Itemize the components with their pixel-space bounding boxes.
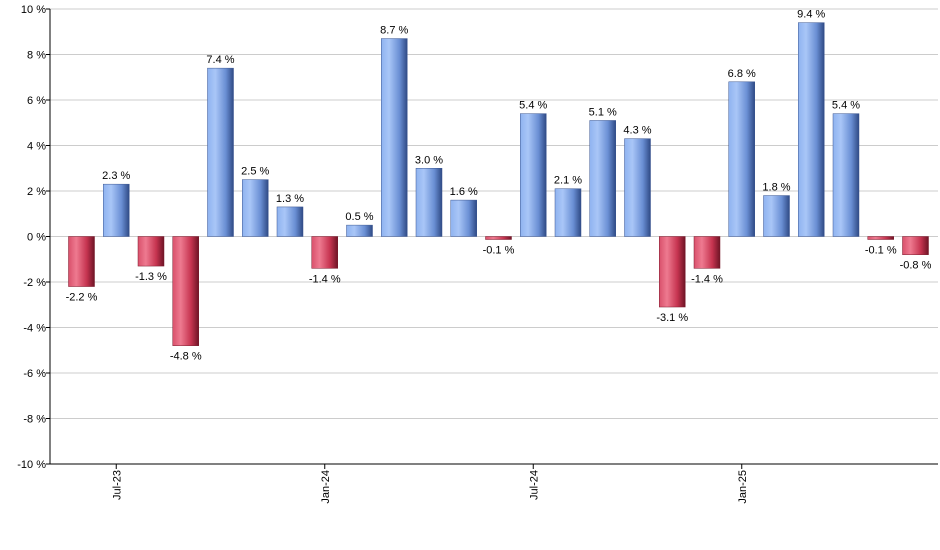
y-tick-label: -4 % — [23, 323, 46, 335]
bar — [659, 236, 686, 308]
x-axis-tick-labels: Jul-23 Jan-24 Jul-24 Jan-25 — [111, 464, 749, 504]
data-label: 1.8 % — [762, 182, 790, 194]
data-label: 2.1 % — [554, 175, 582, 187]
data-label: 2.5 % — [241, 166, 269, 178]
y-tick-label: 6 % — [27, 95, 46, 107]
y-tick-label: 4 % — [27, 141, 46, 153]
bar — [728, 81, 755, 237]
bar — [276, 206, 304, 237]
bar — [311, 236, 338, 269]
bar — [381, 38, 408, 237]
data-label: 6.8 % — [728, 68, 756, 80]
y-tick-label: 8 % — [27, 50, 46, 62]
x-tick-label: Jul-23 — [111, 470, 123, 500]
data-label: 3.0 % — [415, 154, 443, 166]
bars — [68, 22, 929, 346]
bar — [172, 236, 199, 346]
bar — [832, 113, 860, 237]
bar — [207, 67, 234, 237]
x-tick-label: Jan-24 — [320, 470, 332, 504]
data-label: -0.1 % — [865, 245, 897, 257]
data-label: -2.2 % — [66, 292, 98, 304]
bar — [103, 183, 130, 237]
x-tick-label: Jul-24 — [528, 470, 540, 500]
bar — [68, 236, 95, 287]
data-label: 5.4 % — [519, 100, 547, 112]
data-label: -0.8 % — [900, 260, 932, 272]
bar — [763, 195, 790, 237]
y-tick-label: 2 % — [27, 186, 46, 198]
data-label: 9.4 % — [797, 9, 825, 21]
bar — [520, 113, 547, 237]
bar — [624, 138, 651, 237]
bar — [693, 236, 721, 269]
bar — [137, 236, 165, 267]
data-label: 5.1 % — [589, 106, 617, 118]
bar — [867, 236, 894, 240]
bar — [554, 188, 582, 237]
data-label: -1.4 % — [309, 273, 341, 285]
data-label: 7.4 % — [206, 54, 234, 66]
data-label: -4.8 % — [170, 351, 202, 363]
y-tick-label: 0 % — [27, 232, 46, 244]
bar — [798, 22, 825, 237]
y-tick-label: 10 % — [21, 4, 46, 16]
data-label: -0.1 % — [483, 245, 515, 257]
data-label: 1.6 % — [450, 186, 478, 198]
axes — [49, 9, 938, 465]
y-tick-label: -6 % — [23, 368, 46, 380]
bar — [902, 236, 929, 255]
bar — [346, 224, 373, 237]
data-label: 2.3 % — [102, 170, 130, 182]
data-label: 4.3 % — [623, 125, 651, 137]
data-label: -3.1 % — [656, 312, 688, 324]
bar — [485, 236, 512, 240]
bar — [242, 179, 269, 237]
y-tick-label: -10 % — [17, 459, 46, 471]
data-label: 5.4 % — [832, 100, 860, 112]
bar — [589, 120, 616, 237]
data-label: 8.7 % — [380, 25, 408, 37]
y-tick-label: -8 % — [23, 414, 46, 426]
bar — [415, 168, 443, 237]
x-tick-label: Jan-25 — [737, 470, 749, 504]
data-label: -1.3 % — [135, 271, 167, 283]
y-axis-tick-labels: 10 % 8 % 6 % 4 % 2 % 0 % -2 % -4 % -6 % -8 % -10 % — [17, 4, 46, 471]
data-label: 1.3 % — [276, 193, 304, 205]
data-label: 0.5 % — [345, 211, 373, 223]
data-labels: -2.2 % 2.3 % -1.3 % -4.8 % 7.4 % 2.5 % 1.3 % -1… — [66, 9, 932, 363]
y-tick-label: -2 % — [23, 277, 46, 289]
data-label: -1.4 % — [691, 273, 723, 285]
bar — [450, 199, 477, 237]
